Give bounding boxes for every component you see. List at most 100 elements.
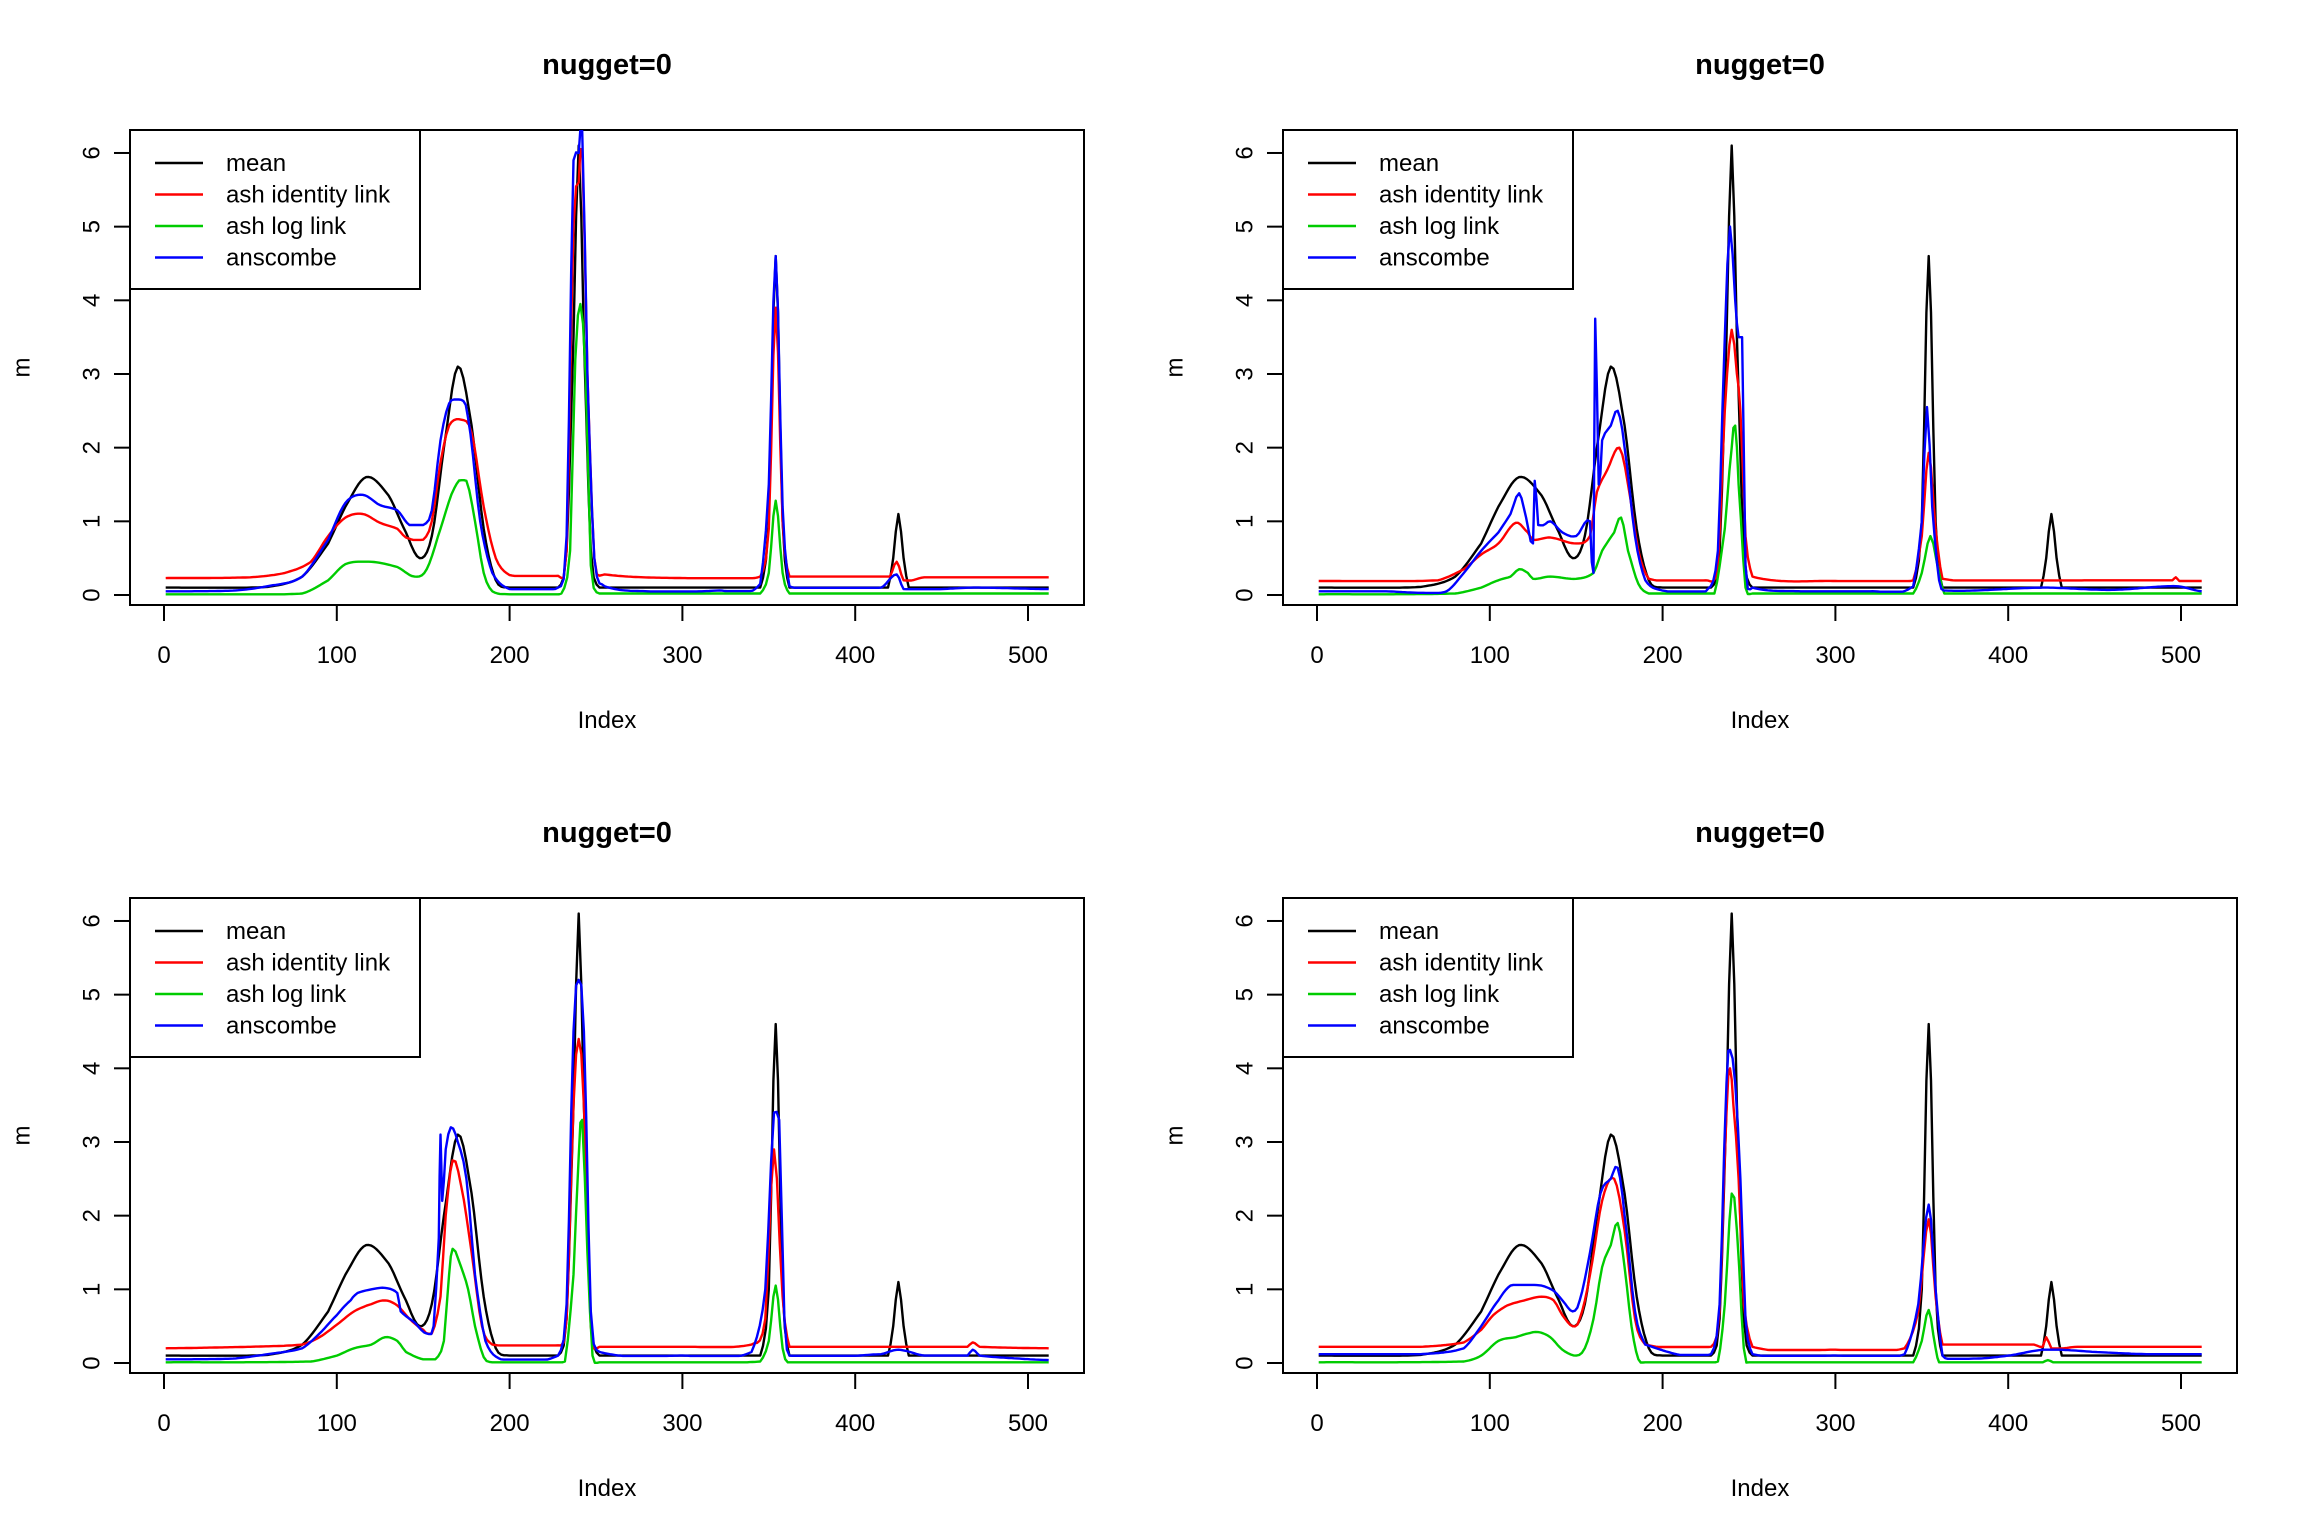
series-line-ash-log-link: [1318, 1192, 2202, 1364]
x-tick-label: 100: [1470, 642, 1510, 669]
chart-title: nugget=0: [542, 817, 672, 849]
legend-entry-label: anscombe: [226, 245, 337, 272]
y-tick-label: 2: [1232, 441, 1259, 454]
plot-frame: [129, 897, 1085, 1374]
x-tick-label: 400: [1988, 1410, 2028, 1437]
series-group: [1318, 144, 2202, 596]
y-tick-label: 0: [1232, 588, 1259, 601]
y-tick-label: 1: [1232, 1283, 1259, 1296]
legend: mean ash identity link ash log link anscomb…: [1282, 129, 1574, 290]
series-line-anscombe: [165, 978, 1049, 1362]
y-tick-label: 0: [1232, 1356, 1259, 1369]
series-line-ash-log-link: [165, 1118, 1049, 1364]
x-axis: 0 100 200 300 400 500: [157, 605, 1048, 669]
x-tick-label: 500: [2161, 642, 2201, 669]
x-tick-label: 200: [1643, 1410, 1683, 1437]
chart-panel-4: nugget=0 0 100 200 300 400 500 Index 0 1 2 3 4 5 6 m mea…: [1162, 817, 2238, 1502]
y-tick-label: 6: [1232, 146, 1259, 159]
y-axis: 0 1 2 3 4 5 6: [79, 914, 130, 1370]
y-tick-label: 6: [79, 914, 106, 927]
series-line-ash-log-link: [165, 302, 1049, 596]
y-tick-label: 0: [79, 1356, 106, 1369]
y-tick-label: 5: [79, 220, 106, 233]
y-tick-label: 5: [79, 988, 106, 1001]
series-line-anscombe: [1318, 1048, 2202, 1360]
y-axis-label: m: [9, 358, 36, 378]
x-tick-label: 0: [1310, 1410, 1323, 1437]
chart-panel-3: nugget=0 0 100 200 300 400 500 Index 0 1 2 3 4 5 6 m mea…: [9, 817, 1085, 1502]
y-tick-label: 2: [1232, 1209, 1259, 1222]
chart-panel-2: nugget=0 0 100 200 300 400 500 Index 0 1 2 3 4 5 6 m mea…: [1162, 49, 2238, 734]
y-axis: 0 1 2 3 4 5 6: [1232, 914, 1283, 1370]
plot-frame: [1282, 897, 2238, 1374]
x-axis: 0 100 200 300 400 500: [157, 1373, 1048, 1437]
x-tick-label: 500: [2161, 1410, 2201, 1437]
x-tick-label: 500: [1008, 642, 1048, 669]
legend-entry-label: ash identity link: [1379, 182, 1544, 209]
y-tick-label: 1: [1232, 515, 1259, 528]
x-axis: 0 100 200 300 400 500: [1310, 605, 2201, 669]
series-line-anscombe: [165, 130, 1049, 593]
plot-frame: [1282, 129, 2238, 606]
series-line-ash-identity-link: [165, 147, 1049, 582]
legend-entry-label: ash identity link: [226, 182, 391, 209]
legend-box: [1282, 897, 1574, 1058]
y-axis-label: m: [1162, 1126, 1189, 1146]
legend: mean ash identity link ash log link anscomb…: [129, 129, 421, 290]
legend-entry-label: anscombe: [1379, 245, 1490, 272]
x-tick-label: 200: [1643, 642, 1683, 669]
legend-entry-label: anscombe: [1379, 1013, 1490, 1040]
x-tick-label: 0: [1310, 642, 1323, 669]
series-line-ash-identity-link: [1318, 328, 2202, 583]
x-tick-label: 100: [317, 1410, 357, 1437]
legend-entry-label: ash log link: [1379, 981, 1500, 1008]
y-axis: 0 1 2 3 4 5 6: [79, 146, 130, 602]
x-tick-label: 500: [1008, 1410, 1048, 1437]
x-axis-label: Index: [1731, 1475, 1790, 1502]
y-tick-label: 4: [79, 294, 106, 307]
y-tick-label: 1: [79, 515, 106, 528]
x-tick-label: 300: [1815, 1410, 1855, 1437]
legend-box: [129, 897, 421, 1058]
series-group: [165, 130, 1049, 596]
legend-entry-label: mean: [1379, 150, 1439, 177]
legend-box: [1282, 129, 1574, 290]
x-tick-label: 400: [835, 642, 875, 669]
y-tick-label: 4: [1232, 294, 1259, 307]
x-axis: 0 100 200 300 400 500: [1310, 1373, 2201, 1437]
y-tick-label: 1: [79, 1283, 106, 1296]
plot-frame: [129, 129, 1085, 606]
legend-entry-label: ash identity link: [1379, 950, 1544, 977]
chart-title: nugget=0: [1695, 817, 1825, 849]
chart-panel-1: nugget=0 0 100 200 300 400 500 Index 0 1 2 3 4 5 6 m mea…: [9, 49, 1085, 734]
legend-entry-label: mean: [226, 150, 286, 177]
series-line-ash-identity-link: [165, 1037, 1049, 1350]
legend-entry-label: mean: [1379, 918, 1439, 945]
x-tick-label: 100: [1470, 1410, 1510, 1437]
series-group: [1318, 912, 2202, 1364]
legend-entry-label: ash log link: [1379, 213, 1500, 240]
y-tick-label: 3: [1232, 1135, 1259, 1148]
x-tick-label: 0: [157, 1410, 170, 1437]
x-tick-label: 0: [157, 642, 170, 669]
y-tick-label: 3: [79, 367, 106, 380]
y-tick-label: 3: [79, 1135, 106, 1148]
series-line-ash-identity-link: [1318, 1067, 2202, 1352]
y-tick-label: 2: [79, 1209, 106, 1222]
chart-title: nugget=0: [1695, 49, 1825, 81]
y-tick-label: 3: [1232, 367, 1259, 380]
x-tick-label: 100: [317, 642, 357, 669]
legend-box: [129, 129, 421, 290]
series-group: [165, 912, 1049, 1364]
x-axis-label: Index: [578, 707, 637, 734]
x-tick-label: 300: [1815, 642, 1855, 669]
series-line-anscombe: [1318, 225, 2202, 595]
legend-entry-label: ash log link: [226, 213, 347, 240]
y-tick-label: 4: [1232, 1062, 1259, 1075]
x-tick-label: 300: [662, 642, 702, 669]
legend: mean ash identity link ash log link anscomb…: [1282, 897, 1574, 1058]
x-axis-label: Index: [1731, 707, 1790, 734]
y-tick-label: 2: [79, 441, 106, 454]
legend: mean ash identity link ash log link anscomb…: [129, 897, 421, 1058]
